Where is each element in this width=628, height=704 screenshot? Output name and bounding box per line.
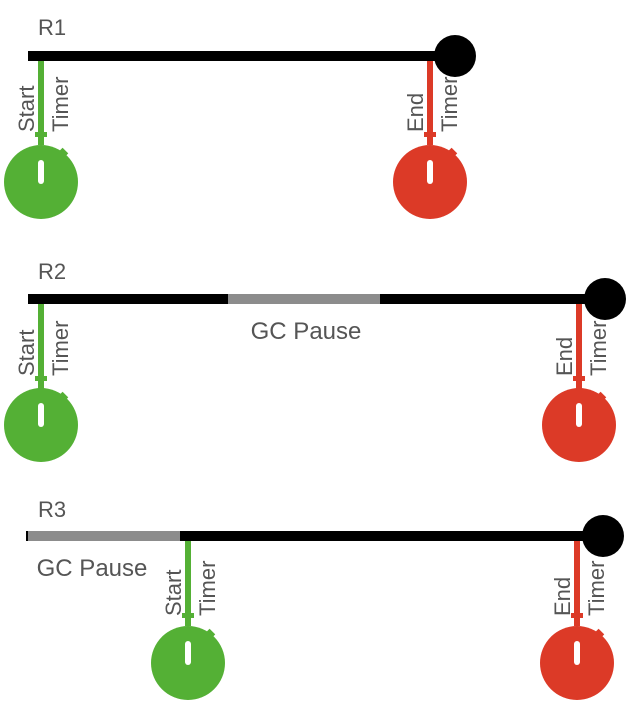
row-label: R1	[38, 15, 66, 40]
start-timer-label-line1: Start	[14, 86, 39, 132]
row-label: R3	[38, 497, 66, 522]
gc-pause-bar	[228, 294, 380, 304]
row-r3: R3 GC Pause Start Timer End Timer	[26, 497, 624, 700]
start-timer-label-line2: Timer	[195, 561, 220, 616]
start-timer-line	[38, 304, 44, 378]
start-timer: Start Timer	[4, 304, 78, 462]
end-timer: End Timer	[540, 541, 614, 700]
end-timer-line	[427, 61, 433, 135]
end-timer-label-line1: End	[403, 93, 428, 132]
timeline-bar	[28, 51, 456, 61]
row-r2: R2 GC Pause Start Timer End Timer	[4, 259, 626, 462]
start-timer-label-line2: Timer	[48, 321, 73, 376]
end-timer-line	[576, 304, 582, 378]
row-label: R2	[38, 259, 66, 284]
timeline-bar	[180, 531, 604, 541]
gc-pause-bar	[28, 531, 180, 541]
end-timer-line	[574, 541, 580, 615]
start-timer: Start Timer	[151, 541, 225, 700]
start-timer-label-line1: Start	[161, 570, 186, 616]
timeline-start-tick	[26, 531, 28, 541]
end-timer: End Timer	[393, 61, 467, 219]
timeline-end-dot	[434, 35, 476, 77]
end-timer-label-line2: Timer	[584, 561, 609, 616]
end-timer-label-line2: Timer	[437, 77, 462, 132]
end-timer-label-line1: End	[550, 577, 575, 616]
start-timer-label-line1: Start	[14, 330, 39, 376]
end-timer-label-line1: End	[552, 337, 577, 376]
start-timer-label-line2: Timer	[48, 77, 73, 132]
stopwatch-icon	[393, 132, 467, 219]
stopwatch-icon	[540, 613, 614, 700]
row-r1: R1 Start Timer End Timer	[4, 15, 476, 219]
start-timer-line	[185, 541, 191, 615]
end-timer: End Timer	[542, 304, 616, 462]
stopwatch-icon	[542, 376, 616, 462]
gc-pause-label: GC Pause	[37, 555, 148, 582]
stopwatch-icon	[4, 132, 78, 219]
stopwatch-icon	[4, 376, 78, 462]
start-timer-line	[38, 61, 44, 135]
stopwatch-icon	[151, 613, 225, 700]
end-timer-label-line2: Timer	[586, 321, 611, 376]
timeline-bar	[380, 294, 606, 304]
start-timer: Start Timer	[4, 61, 78, 219]
timeline-end-dot	[582, 515, 624, 557]
timeline-end-dot	[584, 278, 626, 320]
timeline-bar	[28, 294, 228, 304]
gc-pause-label: GC Pause	[251, 318, 362, 345]
